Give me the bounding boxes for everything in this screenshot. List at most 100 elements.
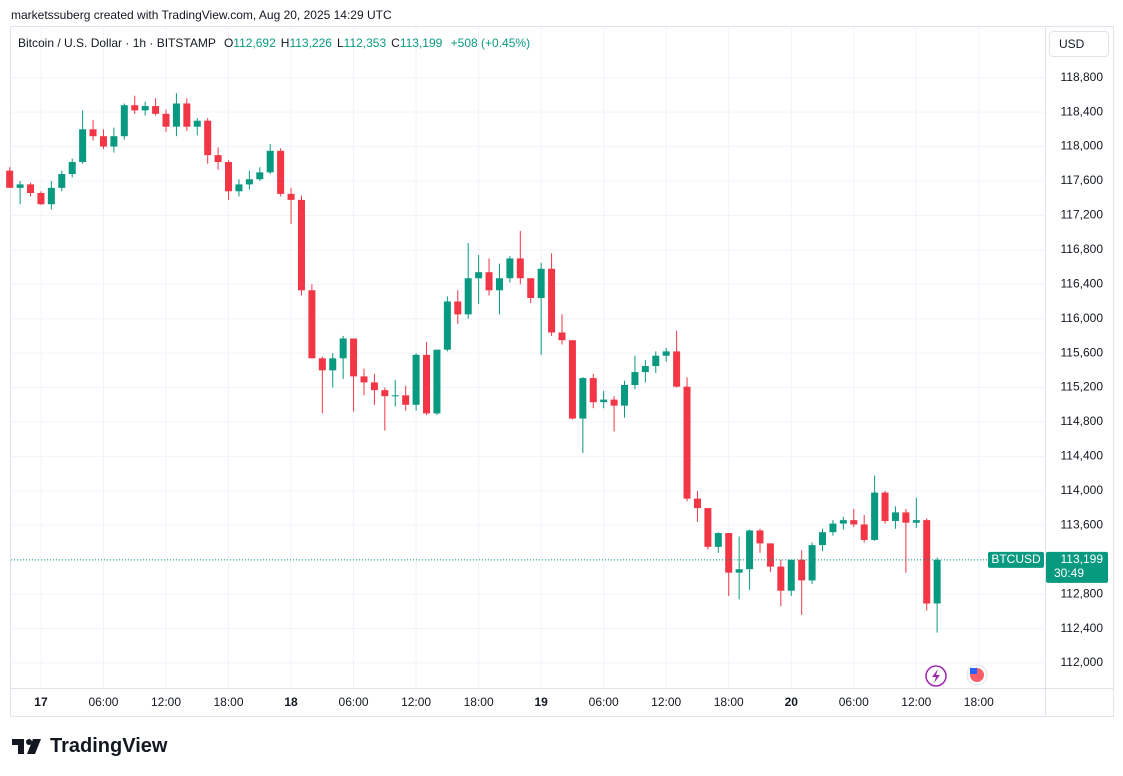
legend: Bitcoin / U.S. Dollar · 1h · BITSTAMP O1… (18, 36, 530, 50)
candle-body (621, 384, 629, 406)
candle-body (464, 278, 472, 315)
candle-body (183, 103, 191, 127)
candle-body (704, 508, 712, 547)
candle-body (850, 520, 858, 525)
candle-body (350, 338, 358, 377)
candle-body (162, 113, 170, 127)
candle-body (37, 193, 45, 205)
candle-body (287, 193, 295, 200)
x-tick-label: 18 (284, 695, 298, 709)
candle-body (454, 301, 462, 315)
y-tick-label: 115,600 (1061, 345, 1104, 359)
x-tick-label: 18:00 (714, 695, 744, 709)
candle-body (423, 354, 431, 414)
candle-body (568, 340, 576, 419)
y-tick-label: 116,400 (1061, 276, 1104, 290)
candle-body (360, 376, 368, 383)
candle-body (735, 569, 743, 573)
candle-body (506, 258, 514, 279)
candle-body (6, 170, 14, 188)
x-tick-label: 06:00 (589, 695, 619, 709)
candle-body (714, 533, 722, 547)
candle-body (381, 390, 389, 397)
candle-body (693, 498, 701, 509)
caption: marketssuberg created with TradingView.c… (11, 8, 392, 22)
candle-body (881, 492, 889, 521)
candle-body (235, 184, 243, 192)
candle-body (548, 268, 556, 333)
candle-body (214, 155, 222, 163)
countdown-label: 30:49 (1054, 566, 1084, 580)
candle-body (370, 382, 378, 391)
price-tag-label: 113,199 (1061, 552, 1104, 566)
candle-body (433, 349, 441, 414)
candle-body (516, 258, 524, 279)
x-tick-label: 18:00 (464, 695, 494, 709)
x-tick-label: 18:00 (214, 695, 244, 709)
candle-body (746, 530, 754, 570)
branding: TradingView (50, 735, 168, 757)
candle-body (819, 532, 827, 546)
x-tick-label: 17 (34, 695, 48, 709)
x-tick-label: 20 (785, 695, 799, 709)
x-tick-label: 12:00 (901, 695, 931, 709)
y-tick-label: 116,000 (1061, 311, 1104, 325)
candle-body (808, 545, 816, 581)
candle-body (871, 492, 879, 540)
candle-body (683, 386, 691, 499)
candle-body (329, 358, 337, 371)
candle-body (475, 272, 483, 279)
candle-body (891, 512, 899, 521)
ohlc-value: 113,199 (399, 36, 443, 50)
y-tick-label: 112,400 (1061, 621, 1104, 635)
x-tick-label: 12:00 (651, 695, 681, 709)
candle-body (256, 172, 264, 180)
candle-body (68, 162, 76, 175)
x-tick-label: 06:00 (339, 695, 369, 709)
ohlc-value: 112,353 (343, 36, 387, 50)
ohlc-value: 113,226 (289, 36, 332, 50)
candle-body (391, 395, 399, 397)
change: +508 (+0.45%) (450, 36, 531, 50)
candle-body (673, 351, 681, 387)
y-tick-label: 112,000 (1061, 655, 1104, 669)
ohlc-key: H (280, 36, 290, 50)
ohlc-key: C (391, 36, 400, 50)
y-tick-label: 118,400 (1061, 104, 1104, 118)
candle-body (766, 543, 774, 567)
candle-body (725, 533, 733, 573)
y-tick-label: 116,800 (1061, 242, 1104, 256)
y-tick-label: 114,800 (1061, 414, 1104, 428)
y-tick-label: 113,600 (1061, 517, 1104, 531)
candle-body (131, 105, 139, 111)
candle-body (141, 106, 149, 111)
candle-body (610, 399, 618, 406)
x-tick-label: 12:00 (151, 695, 181, 709)
candle-body (172, 103, 180, 127)
candle-body (527, 278, 535, 299)
x-tick-label: 06:00 (88, 695, 118, 709)
x-tick-label: 18:00 (964, 695, 994, 709)
candle-body (193, 120, 201, 127)
currency-button[interactable]: USD (1049, 31, 1109, 57)
candle-body (225, 162, 233, 192)
candle-body (933, 559, 941, 604)
y-tick-label: 112,800 (1061, 586, 1104, 600)
event-icons (925, 664, 988, 687)
price-tag (1046, 551, 1108, 583)
candle-body (902, 512, 910, 523)
candle-body (277, 150, 285, 194)
candle-body (89, 129, 97, 137)
candle-body (204, 120, 212, 156)
candle-body (99, 136, 107, 147)
candle-body (266, 150, 274, 173)
candle-body (839, 520, 847, 524)
candle-body (579, 378, 587, 419)
candle-body (412, 354, 420, 405)
candle-body (798, 559, 806, 581)
candle-body (537, 268, 545, 299)
candle-body (16, 184, 24, 188)
candle-body (756, 530, 764, 544)
